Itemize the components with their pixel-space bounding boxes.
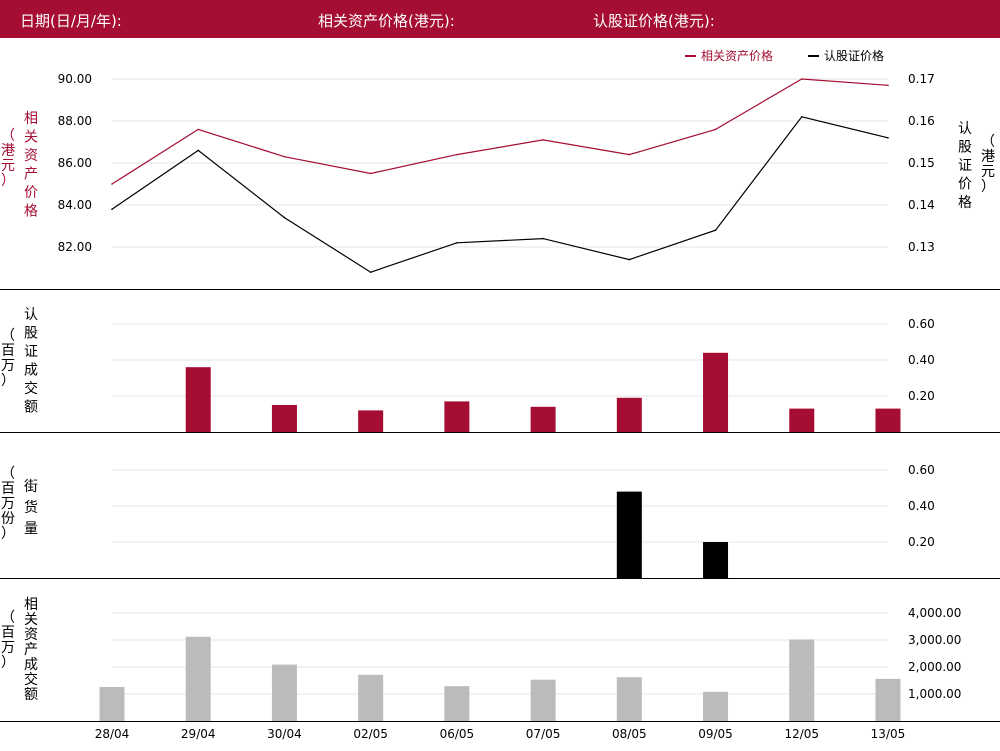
underlying-turnover-bar <box>530 679 556 721</box>
price-left-axis-unit: （港元） <box>1 128 15 189</box>
underlying-price-label: 相关资产价格(港元): <box>318 12 455 30</box>
warrant-chart: 82.00 84.00 86.00 88.00 90.00 0.13 0.14 0.15 0.1… <box>0 48 1000 741</box>
underlying-turnover-axis-unit: （百万） <box>1 610 15 671</box>
price-right-tick-label: 0.13 <box>908 240 935 254</box>
warrant-price-point <box>197 149 200 152</box>
x-tick-label: 02/05 <box>353 727 388 741</box>
warrant-price-point <box>111 208 113 210</box>
outstanding-tick-label: 0.60 <box>908 463 935 477</box>
warrant-turnover-bar <box>616 397 642 432</box>
underlying-turnover-bar <box>99 686 125 721</box>
price-left-tick-label: 88.00 <box>58 114 92 128</box>
price-right-axis-unit: （港元） <box>981 134 995 195</box>
underlying-turnover-tick-label: 2,000.00 <box>908 660 961 674</box>
warrant-turnover-bar <box>875 408 901 432</box>
underlying-price-point <box>628 153 631 156</box>
price-right-tick-label: 0.15 <box>908 156 935 170</box>
x-tick-label: 29/04 <box>181 727 216 741</box>
warrant-price-point <box>456 242 458 244</box>
underlying-price-point <box>456 153 458 156</box>
warrant-turnover-tick-label: 0.20 <box>908 389 935 403</box>
underlying-turnover-bar <box>789 639 815 721</box>
warrant-turnover-bar <box>185 367 211 432</box>
warrant-turnover-tick-label: 0.60 <box>908 317 935 331</box>
date-label: 日期(日/月/年): <box>20 12 122 30</box>
x-tick-label: 30/04 <box>267 727 302 741</box>
price-left-tick-label: 90.00 <box>58 72 92 86</box>
warrant-turnover-tick-label: 0.40 <box>908 353 935 367</box>
underlying-price-point <box>542 139 544 141</box>
price-left-tick-label: 84.00 <box>58 198 92 212</box>
outstanding-tick-label: 0.40 <box>908 499 935 513</box>
price-left-tick-label: 86.00 <box>58 156 92 170</box>
x-tick-label: 13/05 <box>871 727 906 741</box>
legend-warrant-label: 认股证价格 <box>824 48 884 63</box>
underlying-price-point <box>800 78 803 80</box>
x-tick-label: 06/05 <box>440 727 475 741</box>
warrant-turnover-bar <box>271 405 297 432</box>
price-right-tick-label: 0.16 <box>908 114 935 128</box>
outstanding-bar <box>703 542 729 578</box>
warrant-price-label: 认股证价格(港元): <box>593 12 715 30</box>
warrant-price-point <box>283 216 286 219</box>
underlying-turnover-tick-label: 4,000.00 <box>908 606 961 620</box>
underlying-turnover-bar <box>616 677 642 721</box>
warrant-price-point <box>800 116 803 118</box>
outstanding-axis-title: 街货量 <box>24 479 38 537</box>
price-left-axis-title: 相关资产价格 <box>24 111 38 220</box>
warrant-turnover-axis-title: 认股证成交额 <box>24 307 38 416</box>
warrant-price-line <box>111 116 889 273</box>
legend-underlying-label: 相关资产价格 <box>701 48 773 63</box>
underlying-price-point <box>283 155 286 158</box>
underlying-turnover-tick-label: 3,000.00 <box>908 633 961 647</box>
warrant-price-point <box>887 137 889 139</box>
warrant-turnover-bar <box>789 408 815 432</box>
x-tick-label: 28/04 <box>95 727 130 741</box>
price-right-tick-label: 0.14 <box>908 198 935 212</box>
outstanding-tick-label: 0.20 <box>908 535 935 549</box>
header-bar: 日期(日/月/年): 相关资产价格(港元): 认股证价格(港元): <box>0 0 1000 38</box>
underlying-turnover-bar <box>358 674 384 721</box>
warrant-turnover-bar <box>703 352 729 432</box>
price-left-tick-label: 82.00 <box>58 240 92 254</box>
outstanding-bar <box>616 491 642 578</box>
underlying-turnover-bar <box>703 691 729 721</box>
warrant-turnover-bar <box>530 406 556 432</box>
warrant-turnover-bar <box>358 410 384 432</box>
x-tick-label: 07/05 <box>526 727 561 741</box>
warrant-price-point <box>714 229 717 231</box>
underlying-turnover-axis-title: 相关资产成交额 <box>24 597 38 703</box>
price-right-tick-label: 0.17 <box>908 72 935 86</box>
warrant-turnover-axis-unit: （百万） <box>1 328 15 389</box>
warrant-turnover-bar <box>444 401 470 432</box>
underlying-turnover-bar <box>444 686 470 721</box>
outstanding-axis-unit: （百万份） <box>1 466 15 542</box>
underlying-price-point <box>197 128 200 131</box>
underlying-turnover-bar <box>271 664 297 721</box>
warrant-price-point <box>542 237 544 240</box>
underlying-price-point <box>887 84 889 87</box>
underlying-turnover-tick-label: 1,000.00 <box>908 687 961 701</box>
underlying-price-line <box>111 78 889 185</box>
warrant-price-point <box>369 271 372 273</box>
x-tick-label: 09/05 <box>698 727 733 741</box>
underlying-price-point <box>111 183 113 185</box>
underlying-price-point <box>714 128 717 131</box>
x-tick-label: 08/05 <box>612 727 647 741</box>
warrant-price-point <box>628 258 631 261</box>
x-tick-label: 12/05 <box>784 727 819 741</box>
price-right-axis-title: 认股证价格 <box>958 121 972 211</box>
underlying-turnover-bar <box>875 678 901 721</box>
underlying-turnover-bar <box>185 636 211 721</box>
underlying-price-point <box>369 172 372 175</box>
